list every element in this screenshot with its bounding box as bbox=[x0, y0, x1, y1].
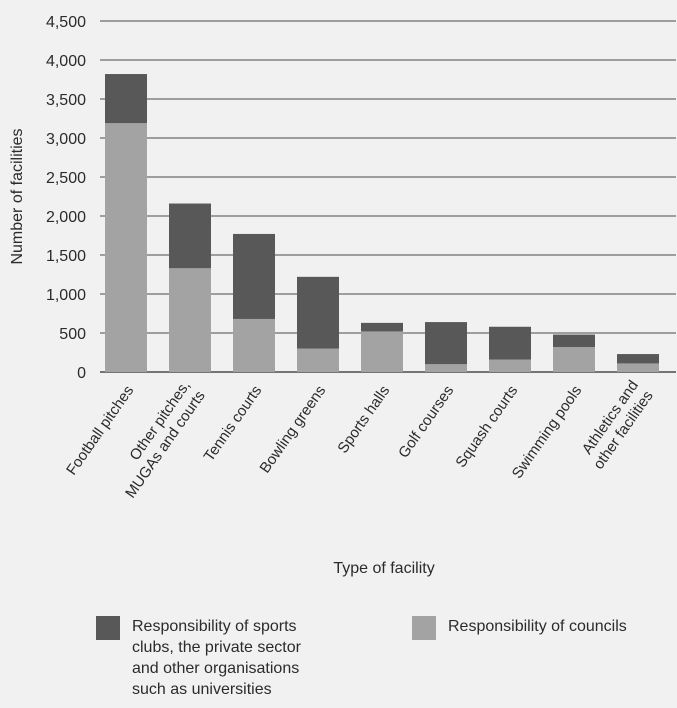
bar-segment-councils bbox=[489, 359, 531, 372]
legend-item-sports-clubs: Responsibility of sports clubs, the priv… bbox=[96, 616, 301, 700]
bar-segment-councils bbox=[105, 123, 147, 373]
bar-segment-councils bbox=[233, 318, 275, 372]
bar-segment-councils bbox=[553, 347, 595, 372]
bar-segment-sports-clubs bbox=[617, 354, 659, 364]
legend-label-sports-clubs: Responsibility of sports clubs, the priv… bbox=[132, 616, 301, 700]
bar-segment-sports-clubs bbox=[489, 326, 531, 360]
bar-segment-sports-clubs bbox=[233, 233, 275, 319]
legend-swatch-sports-clubs bbox=[96, 616, 120, 640]
y-tick-label: 0 bbox=[77, 365, 86, 382]
legend-line: such as universities bbox=[132, 681, 272, 698]
x-axis-title: Type of facility bbox=[333, 560, 434, 577]
y-axis-title: Number of facilities bbox=[9, 128, 26, 264]
bar-segment-sports-clubs bbox=[425, 322, 467, 365]
y-tick-label: 2,500 bbox=[46, 170, 86, 187]
legend-item-councils: Responsibility of councils bbox=[412, 616, 627, 640]
y-tick-label: 500 bbox=[59, 326, 86, 343]
y-tick-label: 4,000 bbox=[46, 53, 86, 70]
legend-line: and other organisations bbox=[132, 660, 300, 677]
bar-segment-sports-clubs bbox=[361, 322, 403, 332]
legend-line: Responsibility of councils bbox=[448, 618, 627, 635]
bar-segment-councils bbox=[361, 331, 403, 372]
legend-swatch-councils bbox=[412, 616, 436, 640]
y-tick-label: 3,000 bbox=[46, 131, 86, 148]
bar-segment-sports-clubs bbox=[297, 276, 339, 349]
y-tick-label: 3,500 bbox=[46, 92, 86, 109]
bar-segment-councils bbox=[617, 363, 659, 372]
chart-plot: 0 500 1,000 1,500 2,000 2,500 3,000 3,500 4,000 4… bbox=[9, 14, 676, 577]
y-tick-label: 2,000 bbox=[46, 209, 86, 226]
y-tick-label: 1,500 bbox=[46, 248, 86, 265]
bar-segment-councils bbox=[297, 348, 339, 372]
legend-line: Responsibility of sports bbox=[132, 618, 297, 635]
bar-segment-councils bbox=[169, 268, 211, 372]
y-tick-label: 4,500 bbox=[46, 14, 86, 31]
bar-segment-sports-clubs bbox=[105, 74, 147, 124]
y-tick-label: 1,000 bbox=[46, 287, 86, 304]
bar-segment-sports-clubs bbox=[553, 334, 595, 348]
legend-line: clubs, the private sector bbox=[132, 639, 301, 656]
bar-segment-councils bbox=[425, 364, 467, 372]
legend-label-councils: Responsibility of councils bbox=[448, 616, 627, 637]
bar-segment-sports-clubs bbox=[169, 203, 211, 269]
